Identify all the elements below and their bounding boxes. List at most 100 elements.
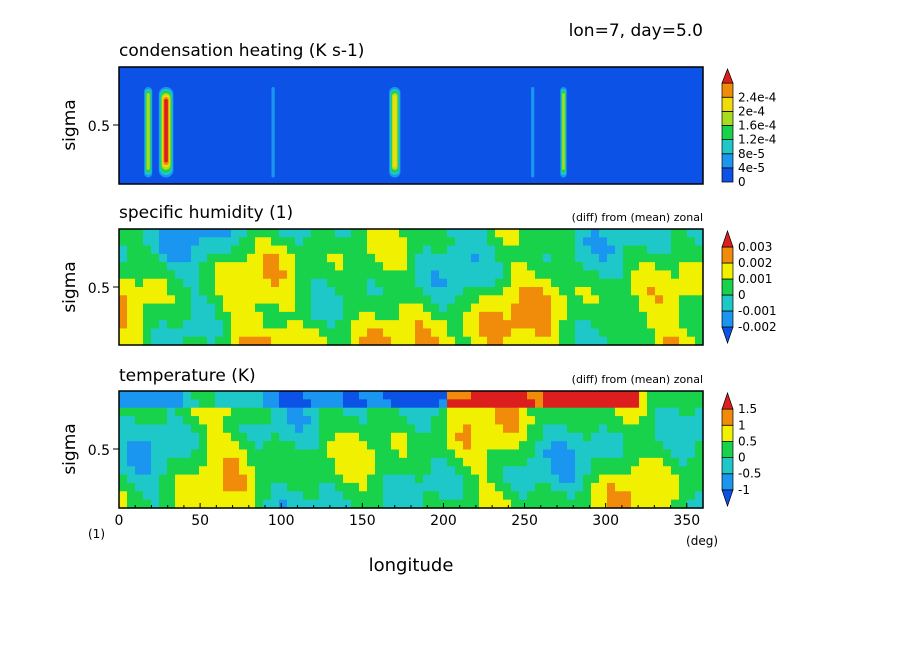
heatmap-cell bbox=[159, 391, 168, 400]
heatmap-cell bbox=[151, 457, 160, 467]
heatmap-cell bbox=[599, 262, 608, 272]
heatmap-cell bbox=[167, 237, 176, 247]
heatmap-cell bbox=[543, 466, 552, 476]
heatmap-cell bbox=[319, 262, 328, 272]
heatmap-cell bbox=[351, 328, 360, 338]
heatmap-cell bbox=[423, 237, 432, 247]
colorbar-segment bbox=[721, 424, 734, 442]
heatmap-cell bbox=[151, 399, 160, 409]
heatmap-cell bbox=[343, 270, 352, 280]
heatmap-cell bbox=[359, 424, 368, 434]
heatmap-cell bbox=[503, 399, 512, 409]
heatmap-cell bbox=[287, 295, 296, 305]
heatmap-cell bbox=[399, 466, 408, 476]
heatmap-cell bbox=[239, 253, 248, 263]
heatmap-cell bbox=[343, 457, 352, 467]
heatmap-cell bbox=[663, 328, 672, 338]
heatmap-cell bbox=[183, 253, 192, 263]
panel-temperature: temperature (K) (diff) from (mean) zonal… bbox=[60, 366, 761, 509]
heatmap-cell bbox=[639, 262, 648, 272]
heatmap-cell bbox=[311, 391, 320, 400]
heatmap-cell bbox=[631, 253, 640, 263]
heatmap-cell bbox=[215, 287, 224, 296]
heatmap-cell bbox=[591, 466, 600, 476]
heatmap-cell bbox=[663, 303, 672, 313]
heatmap-cell bbox=[527, 407, 536, 417]
heatmap-cell bbox=[183, 432, 192, 442]
heatmap-cell bbox=[239, 424, 248, 434]
heatmap-cell bbox=[183, 491, 192, 501]
heatmap-cell bbox=[271, 399, 280, 409]
heatmap-cell bbox=[231, 399, 240, 409]
heatmap-cell bbox=[247, 424, 256, 434]
heatmap-cell bbox=[623, 270, 632, 280]
heatmap-cell bbox=[543, 270, 552, 280]
heating-cell bbox=[531, 87, 535, 178]
heatmap-cell bbox=[447, 253, 456, 263]
heatmap-cell bbox=[263, 407, 272, 417]
heatmap-cell bbox=[527, 328, 536, 338]
heatmap-cell bbox=[295, 424, 304, 434]
heatmap-cell bbox=[583, 295, 592, 305]
heatmap-cell bbox=[463, 278, 472, 288]
heatmap-cell bbox=[583, 482, 592, 492]
heatmap-cell bbox=[343, 499, 352, 509]
heatmap-cell bbox=[391, 278, 400, 288]
heatmap-cell bbox=[367, 391, 376, 400]
heatmap-cell bbox=[143, 391, 152, 400]
heatmap-cell bbox=[303, 482, 312, 492]
heatmap-cell bbox=[319, 229, 328, 238]
heatmap-cell bbox=[503, 424, 512, 434]
heatmap-cell bbox=[191, 416, 200, 426]
heatmap-cell bbox=[247, 229, 256, 238]
heatmap-cell bbox=[295, 229, 304, 238]
heatmap-cell bbox=[671, 457, 680, 467]
heatmap-cell bbox=[343, 295, 352, 305]
heatmap-cell bbox=[559, 303, 568, 313]
heatmap-cell bbox=[351, 432, 360, 442]
heatmap-cell bbox=[471, 399, 480, 409]
heatmap-cell bbox=[423, 457, 432, 467]
heatmap-cell bbox=[575, 482, 584, 492]
heatmap-cell bbox=[575, 320, 584, 330]
heatmap-cell bbox=[495, 311, 504, 321]
heatmap-cell bbox=[415, 287, 424, 296]
heatmap-cell bbox=[567, 407, 576, 417]
heatmap-cell bbox=[543, 262, 552, 272]
heatmap-cell bbox=[199, 474, 208, 484]
heatmap-cell bbox=[191, 311, 200, 321]
heatmap-cell bbox=[631, 416, 640, 426]
heatmap-cell bbox=[575, 278, 584, 288]
heatmap-cell bbox=[127, 424, 136, 434]
panel-specific-humidity: specific humidity (1) (diff) from (mean)… bbox=[60, 203, 777, 346]
heatmap-cell bbox=[671, 270, 680, 280]
heatmap-cell bbox=[343, 320, 352, 330]
heatmap-cell bbox=[191, 424, 200, 434]
heatmap-cell bbox=[607, 466, 616, 476]
heatmap-cell bbox=[439, 270, 448, 280]
heatmap-cell bbox=[223, 287, 232, 296]
heatmap-cell bbox=[375, 416, 384, 426]
heatmap-cell bbox=[583, 399, 592, 409]
heatmap-cell bbox=[455, 245, 464, 255]
heatmap-cell bbox=[487, 499, 496, 509]
heatmap-cell bbox=[239, 328, 248, 338]
heatmap-cell bbox=[511, 457, 520, 467]
heatmap-cell bbox=[207, 262, 216, 272]
heatmap-cell bbox=[679, 441, 688, 451]
heatmap-cell bbox=[191, 474, 200, 484]
heatmap-cell bbox=[295, 491, 304, 501]
heatmap-cell bbox=[679, 482, 688, 492]
heatmap-cell bbox=[135, 441, 144, 451]
colorbar-label: 0 bbox=[738, 175, 746, 189]
heatmap-cell bbox=[503, 441, 512, 451]
heatmap-cell bbox=[335, 245, 344, 255]
heatmap-cell bbox=[359, 432, 368, 442]
heatmap-cell bbox=[431, 499, 440, 509]
heatmap-cell bbox=[487, 287, 496, 296]
heatmap-cell bbox=[439, 287, 448, 296]
heatmap-cell bbox=[335, 262, 344, 272]
colorbar-label: 1 bbox=[738, 418, 746, 432]
heatmap-cell bbox=[503, 287, 512, 296]
heatmap-cell bbox=[247, 295, 256, 305]
